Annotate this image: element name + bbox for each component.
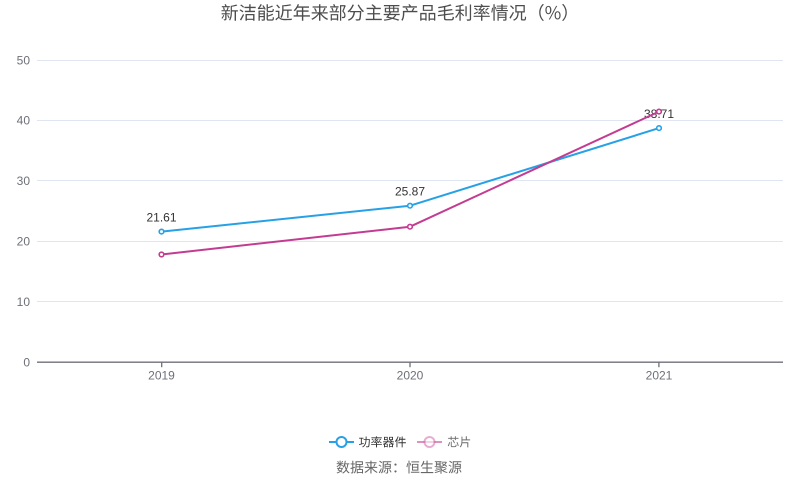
svg-text:2020: 2020 xyxy=(397,369,424,383)
svg-text:20: 20 xyxy=(17,235,31,249)
svg-text:40: 40 xyxy=(17,114,31,128)
svg-text:30: 30 xyxy=(17,174,31,188)
svg-text:25.87: 25.87 xyxy=(395,185,425,199)
svg-text:10: 10 xyxy=(17,295,31,309)
svg-text:2019: 2019 xyxy=(148,369,175,383)
svg-text:50: 50 xyxy=(17,53,31,67)
svg-text:2021: 2021 xyxy=(646,369,673,383)
svg-text:21.61: 21.61 xyxy=(146,211,176,225)
svg-text:0: 0 xyxy=(23,355,30,369)
